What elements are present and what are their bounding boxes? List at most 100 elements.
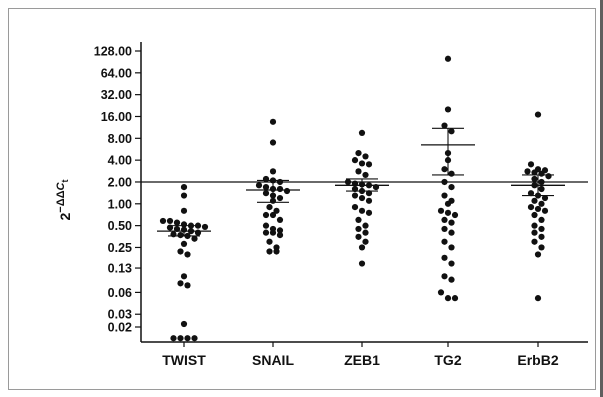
data-point bbox=[358, 129, 366, 137]
y-axis-ticks: 0.020.03 0.06 0.13 0.25 0.50 1.00 2.00 4.00 8.00… bbox=[94, 45, 141, 335]
data-point bbox=[524, 168, 531, 175]
data-point bbox=[262, 190, 270, 197]
y-tick-label: 64.00 bbox=[101, 66, 132, 80]
y-tick-label: 0.25 bbox=[108, 241, 132, 255]
data-point bbox=[534, 205, 542, 213]
data-point bbox=[365, 209, 373, 216]
y-axis-label-exp-sub: t bbox=[60, 180, 70, 183]
data-point bbox=[527, 204, 535, 211]
data-point bbox=[444, 295, 452, 302]
data-point bbox=[448, 229, 455, 236]
data-point bbox=[531, 238, 538, 245]
data-point bbox=[177, 280, 184, 287]
data-point bbox=[534, 251, 542, 258]
data-point bbox=[266, 248, 273, 255]
data-point bbox=[448, 183, 455, 191]
category-label: SNAIL bbox=[252, 352, 294, 368]
data-point bbox=[441, 225, 448, 233]
data-point bbox=[538, 244, 545, 251]
data-point bbox=[358, 244, 366, 251]
data-point bbox=[527, 190, 535, 197]
data-point bbox=[538, 216, 545, 223]
figure-frame bbox=[8, 8, 596, 390]
data-point bbox=[451, 295, 459, 302]
data-point bbox=[180, 273, 188, 280]
data-point bbox=[362, 238, 369, 245]
data-point bbox=[448, 128, 455, 135]
data-point bbox=[276, 227, 284, 234]
data-point bbox=[531, 211, 538, 219]
y-tick-label: 8.00 bbox=[108, 132, 132, 146]
data-point bbox=[255, 182, 263, 189]
data-point bbox=[441, 122, 448, 129]
data-point bbox=[538, 170, 545, 177]
data-point bbox=[534, 295, 542, 302]
data-point bbox=[358, 207, 366, 214]
data-point bbox=[362, 171, 369, 179]
category-label: TWIST bbox=[162, 352, 206, 368]
data-point bbox=[444, 209, 452, 216]
data-point bbox=[541, 194, 549, 202]
data-point bbox=[365, 161, 373, 168]
data-point bbox=[448, 170, 455, 177]
data-point bbox=[441, 178, 448, 186]
category-label: ErbB2 bbox=[517, 352, 558, 368]
data-point bbox=[441, 192, 448, 199]
data-point bbox=[358, 194, 366, 202]
data-point bbox=[545, 173, 552, 180]
y-tick-label: 0.06 bbox=[108, 286, 132, 300]
data-point bbox=[184, 282, 191, 289]
data-point bbox=[362, 229, 369, 236]
mean-and-error-bars bbox=[157, 127, 565, 237]
data-point bbox=[273, 207, 280, 214]
data-point bbox=[191, 335, 198, 342]
data-point bbox=[166, 217, 174, 225]
category-labels: TWIST SNAIL ZEB1 TG2 ErbB2 bbox=[162, 342, 559, 368]
data-point bbox=[276, 216, 284, 223]
data-point bbox=[180, 320, 188, 328]
data-point bbox=[358, 260, 366, 267]
data-point bbox=[448, 276, 455, 283]
data-point bbox=[269, 168, 277, 175]
category-label: ZEB1 bbox=[344, 352, 380, 368]
data-point bbox=[269, 211, 277, 219]
data-point bbox=[262, 211, 270, 219]
y-tick-label: 32.00 bbox=[101, 88, 132, 102]
data-point bbox=[276, 194, 284, 202]
data-point bbox=[362, 153, 369, 160]
y-axis-label-exp-prefix: −ΔΔ bbox=[55, 190, 67, 212]
data-point bbox=[541, 207, 549, 214]
data-point bbox=[201, 223, 209, 231]
data-point bbox=[538, 200, 545, 207]
y-tick-label: 0.02 bbox=[108, 321, 132, 335]
data-point bbox=[177, 335, 184, 342]
data-point bbox=[531, 197, 538, 204]
data-point bbox=[531, 169, 538, 176]
data-point bbox=[266, 238, 273, 245]
y-tick-label: 0.50 bbox=[108, 219, 132, 233]
y-tick-label: 16.00 bbox=[101, 110, 132, 124]
data-point bbox=[344, 178, 352, 186]
data-point bbox=[441, 166, 448, 173]
data-point bbox=[276, 178, 284, 186]
data-point bbox=[365, 190, 373, 197]
data-point bbox=[527, 161, 535, 168]
data-point bbox=[170, 335, 177, 342]
data-point bbox=[531, 229, 538, 236]
y-tick-label: 4.00 bbox=[108, 154, 132, 168]
data-point bbox=[180, 192, 188, 199]
data-point bbox=[159, 217, 167, 225]
data-point bbox=[180, 240, 188, 247]
y-axis-label-base: 2 bbox=[57, 213, 73, 221]
data-point bbox=[444, 55, 452, 62]
data-point bbox=[444, 106, 452, 113]
category-label: TG2 bbox=[434, 352, 461, 368]
figure-edge bbox=[600, 0, 603, 397]
data-point bbox=[351, 192, 359, 199]
data-point bbox=[177, 232, 184, 239]
data-point bbox=[180, 183, 188, 191]
data-point bbox=[437, 289, 445, 296]
data-point bbox=[262, 229, 270, 236]
y-tick-label: 0.13 bbox=[108, 262, 132, 276]
